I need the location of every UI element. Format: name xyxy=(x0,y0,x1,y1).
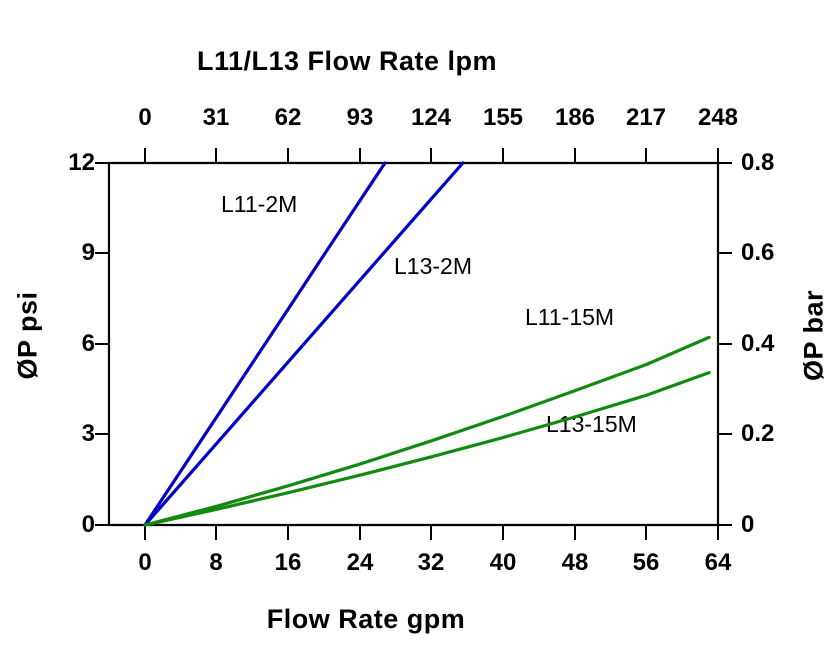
bottom-tick-label-5: 40 xyxy=(489,549,517,576)
series-curve-l11-2m xyxy=(143,161,387,527)
top-axis-title: L11/L13 Flow Rate lpm xyxy=(196,46,498,76)
right-axis-ticks xyxy=(718,162,732,526)
top-tick-label-2: 62 xyxy=(274,104,302,131)
right-tick-label-0: 0 xyxy=(741,511,755,538)
top-tick-label-5: 155 xyxy=(482,104,524,131)
bottom-axis-ticks xyxy=(144,525,719,540)
right-tick-label-2: 0.4 xyxy=(741,330,775,357)
left-tick-label-2: 6 xyxy=(81,330,95,357)
bottom-tick-label-8: 64 xyxy=(704,549,732,576)
series-label-l13-15m: L13-15M xyxy=(546,411,637,437)
series-curve-l11-15m xyxy=(143,335,711,527)
top-tick-label-3: 93 xyxy=(346,104,374,131)
bottom-tick-label-0: 0 xyxy=(138,549,152,576)
series-label-l11-15m: L11-15M xyxy=(525,304,615,330)
left-axis-ticks xyxy=(95,162,109,526)
top-tick-label-8: 248 xyxy=(697,104,739,131)
series-curve-l13-2m xyxy=(143,161,465,527)
series-label-l11-2m: L11-2M xyxy=(221,191,298,217)
left-tick-label-0: 0 xyxy=(81,511,95,538)
series-layer xyxy=(143,161,711,527)
bottom-tick-label-2: 16 xyxy=(274,549,302,576)
left-tick-label-4: 12 xyxy=(68,149,95,176)
top-axis-ticks xyxy=(144,148,719,163)
top-tick-label-7: 217 xyxy=(625,104,667,131)
bottom-tick-label-7: 56 xyxy=(632,549,660,576)
top-tick-label-1: 31 xyxy=(202,104,230,131)
top-tick-label-0: 0 xyxy=(138,104,152,131)
series-curve-l13-15m xyxy=(143,371,711,527)
top-tick-label-4: 124 xyxy=(410,104,452,131)
right-tick-label-4: 0.8 xyxy=(741,149,775,176)
right-tick-label-3: 0.6 xyxy=(741,239,775,266)
right-tick-label-1: 0.2 xyxy=(741,420,775,447)
bottom-axis-title: Flow Rate gpm xyxy=(266,604,466,634)
bottom-tick-label-3: 24 xyxy=(346,549,374,576)
top-tick-label-6: 186 xyxy=(554,104,596,131)
bottom-tick-label-1: 8 xyxy=(209,549,223,576)
bottom-tick-label-6: 48 xyxy=(561,549,589,576)
series-label-l13-2m: L13-2M xyxy=(394,253,472,279)
left-tick-label-3: 9 xyxy=(81,239,95,266)
left-tick-label-1: 3 xyxy=(81,420,95,447)
bottom-tick-label-4: 32 xyxy=(417,549,445,576)
